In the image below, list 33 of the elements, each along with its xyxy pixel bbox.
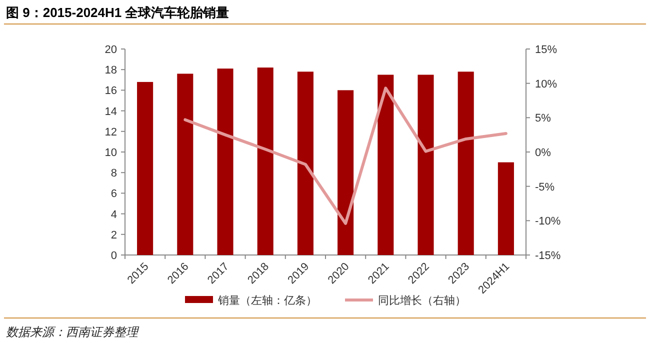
y-tick-label: 18 — [104, 64, 117, 77]
line-series — [184, 86, 508, 225]
y-tick-label: 12 — [104, 126, 117, 138]
y2-tick-label: -5% — [535, 181, 555, 194]
y2-tick-label: -15% — [535, 250, 561, 262]
y-tick-label: 10 — [104, 147, 117, 159]
bar — [338, 90, 354, 255]
source-note: 数据来源：西南证券整理 — [6, 325, 140, 339]
y2-tick-label: 15% — [535, 44, 558, 56]
bar — [297, 72, 314, 255]
y2-tick-label: -10% — [535, 216, 561, 228]
y2-tick-label: 5% — [535, 112, 552, 125]
bar — [458, 72, 474, 255]
y2-tick-label: 0% — [535, 147, 552, 159]
y-tick-label: 14 — [104, 106, 117, 118]
y-tick-label: 20 — [104, 44, 117, 56]
y-tick-label: 4 — [110, 208, 117, 221]
y2-tick-label: 10% — [535, 78, 558, 90]
y-tick-label: 0 — [110, 250, 117, 262]
bar — [378, 74, 394, 255]
y-tick-label: 16 — [104, 85, 117, 98]
y-tick-label: 8 — [110, 168, 117, 180]
legend-label: 销量（左轴：亿条） — [217, 294, 317, 307]
bar — [257, 68, 274, 255]
bar — [418, 74, 434, 255]
legend-label: 同比增长（右轴） — [378, 294, 466, 307]
bar — [137, 82, 154, 255]
y-tick-label: 2 — [110, 229, 117, 242]
chart-title: 图 9：2015-2024H1 全球汽车轮胎销量 — [6, 5, 230, 20]
y-tick-label: 6 — [110, 188, 117, 200]
bar — [177, 74, 194, 255]
bar — [217, 68, 234, 255]
bar — [498, 162, 514, 255]
